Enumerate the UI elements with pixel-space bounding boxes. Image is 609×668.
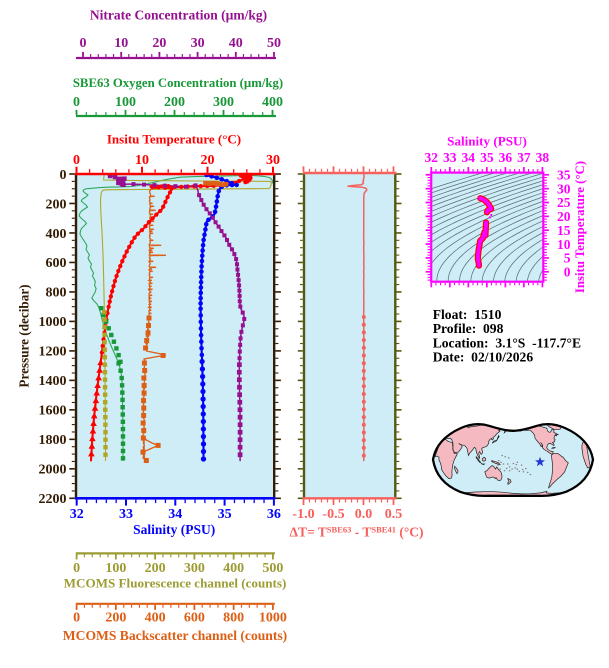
- svg-text:0.5: 0.5: [385, 507, 403, 522]
- svg-text:20: 20: [152, 36, 166, 51]
- svg-text:MCOMS Fluorescence channel (co: MCOMS Fluorescence channel (counts): [64, 576, 287, 591]
- svg-text:30: 30: [191, 36, 205, 51]
- svg-text:Location: 3.1°S -117.7°E: Location: 3.1°S -117.7°E: [433, 336, 581, 351]
- svg-text:20: 20: [201, 153, 215, 168]
- svg-text:Salinity (PSU): Salinity (PSU): [133, 522, 215, 537]
- svg-text:2200: 2200: [39, 492, 67, 507]
- svg-text:Pressure (decibar): Pressure (decibar): [17, 284, 32, 387]
- svg-text:400: 400: [145, 611, 166, 626]
- svg-text:35: 35: [557, 168, 571, 183]
- svg-text:SBE63 Oxygen Concentration (µm: SBE63 Oxygen Concentration (µm/kg): [73, 76, 283, 90]
- svg-text:300: 300: [184, 561, 205, 576]
- svg-text:0: 0: [73, 611, 80, 626]
- svg-text:5: 5: [564, 251, 571, 266]
- svg-text:1000: 1000: [39, 315, 67, 330]
- svg-text:600: 600: [184, 611, 205, 626]
- svg-text:32: 32: [70, 507, 84, 522]
- svg-text:100: 100: [105, 561, 126, 576]
- svg-text:800: 800: [46, 286, 67, 301]
- svg-text:0: 0: [80, 36, 87, 51]
- svg-text:Nitrate Concentration (µm/kg): Nitrate Concentration (µm/kg): [90, 8, 267, 23]
- svg-text:15: 15: [557, 223, 571, 238]
- svg-text:36: 36: [267, 507, 281, 522]
- svg-text:Insitu Temperature (°C): Insitu Temperature (°C): [107, 132, 241, 147]
- svg-text:50: 50: [267, 36, 281, 51]
- svg-text:2000: 2000: [39, 463, 67, 478]
- svg-text:400: 400: [223, 561, 244, 576]
- svg-text:37: 37: [517, 150, 531, 165]
- svg-text:200: 200: [145, 561, 166, 576]
- svg-text:0.0: 0.0: [355, 507, 373, 522]
- svg-text:30: 30: [557, 181, 571, 196]
- svg-text:0: 0: [73, 153, 80, 168]
- svg-text:200: 200: [105, 611, 126, 626]
- svg-text:ΔT= TSBE63 - TSBE41 (°C): ΔT= TSBE63 - TSBE41 (°C): [290, 525, 424, 540]
- svg-text:600: 600: [46, 256, 67, 271]
- svg-text:1000: 1000: [259, 611, 287, 626]
- svg-text:Salinity (PSU): Salinity (PSU): [447, 133, 527, 148]
- svg-text:38: 38: [536, 150, 550, 165]
- svg-text:500: 500: [262, 561, 283, 576]
- svg-text:Date: 02/10/2026: Date: 02/10/2026: [433, 349, 534, 364]
- svg-text:30: 30: [266, 153, 280, 168]
- svg-text:MCOMS Backscatter channel (cou: MCOMS Backscatter channel (counts): [63, 628, 287, 644]
- svg-text:300: 300: [213, 95, 234, 110]
- svg-text:100: 100: [115, 95, 136, 110]
- svg-text:10: 10: [135, 153, 149, 168]
- svg-text:33: 33: [119, 507, 133, 522]
- svg-text:0: 0: [73, 561, 80, 576]
- svg-text:20: 20: [557, 209, 571, 224]
- svg-text:32: 32: [425, 150, 439, 165]
- svg-text:200: 200: [164, 95, 185, 110]
- svg-text:34: 34: [168, 507, 182, 522]
- svg-text:1200: 1200: [39, 345, 67, 360]
- svg-text:35: 35: [218, 507, 232, 522]
- svg-text:35: 35: [480, 150, 494, 165]
- svg-text:0: 0: [60, 168, 67, 183]
- svg-text:1800: 1800: [39, 433, 67, 448]
- svg-text:10: 10: [114, 36, 128, 51]
- svg-text:0: 0: [73, 95, 80, 110]
- svg-text:400: 400: [262, 95, 283, 110]
- svg-text:-0.5: -0.5: [322, 507, 344, 522]
- svg-text:10: 10: [557, 237, 571, 252]
- svg-text:800: 800: [223, 611, 244, 626]
- svg-text:1400: 1400: [39, 374, 67, 389]
- svg-text:Profile: 098: Profile: 098: [433, 321, 504, 336]
- svg-text:400: 400: [46, 227, 67, 242]
- svg-text:25: 25: [557, 195, 571, 210]
- svg-text:1600: 1600: [39, 404, 67, 419]
- svg-text:Float: 1510: Float: 1510: [433, 307, 502, 322]
- svg-text:0: 0: [564, 265, 571, 280]
- svg-text:36: 36: [499, 150, 513, 165]
- svg-text:Insitu Temperature (°C): Insitu Temperature (°C): [573, 161, 587, 293]
- svg-text:-1.0: -1.0: [292, 507, 314, 522]
- svg-text:40: 40: [229, 36, 243, 51]
- svg-text:33: 33: [443, 150, 457, 165]
- svg-text:34: 34: [462, 150, 476, 165]
- svg-text:200: 200: [46, 197, 67, 212]
